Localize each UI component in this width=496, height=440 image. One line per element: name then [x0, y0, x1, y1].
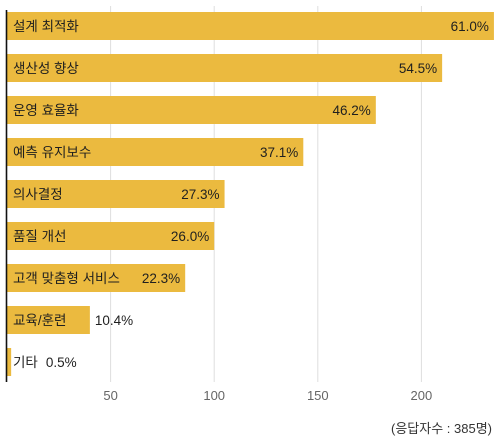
bar-4: [7, 138, 304, 166]
bar-labels: 설계 최적화 61.0% 생산성 향상 54.5% 운영 효율화 46.2% 예측 유지보수…: [13, 19, 489, 370]
value-label-1: 61.0%: [451, 19, 489, 34]
bar-1: [7, 12, 494, 40]
bar-6: [7, 222, 215, 250]
value-label-9: 0.5%: [46, 355, 77, 370]
value-label-2: 54.5%: [399, 61, 437, 76]
category-label-3: 운영 효율화: [13, 103, 79, 118]
respondent-count-note: (응답자수 : 385명): [391, 421, 492, 436]
value-label-6: 26.0%: [171, 229, 209, 244]
category-label-5: 의사결정: [13, 187, 63, 202]
bar-2: [7, 54, 443, 82]
bar-7: [7, 264, 186, 292]
value-label-8: 10.4%: [95, 313, 133, 328]
bar-8: [7, 306, 90, 334]
category-label-6: 품질 개선: [13, 229, 66, 244]
x-axis-tick-labels: 50 100 150 200: [103, 388, 432, 403]
bar-3: [7, 96, 376, 124]
category-label-4: 예측 유지보수: [13, 145, 91, 160]
x-tick-label-150: 150: [307, 388, 329, 403]
value-label-3: 46.2%: [333, 103, 371, 118]
category-label-2: 생산성 향상: [13, 61, 79, 76]
category-label-9: 기타: [13, 355, 38, 370]
value-label-5: 27.3%: [181, 187, 219, 202]
value-label-7: 22.3%: [142, 271, 180, 286]
x-tick-label-200: 200: [411, 388, 433, 403]
category-label-1: 설계 최적화: [13, 19, 79, 34]
x-tick-label-50: 50: [103, 388, 117, 403]
category-label-7: 고객 맞춤형 서비스: [13, 271, 120, 286]
bar-9: [7, 348, 12, 376]
bars: [7, 12, 494, 376]
category-label-8: 교육/훈련: [13, 313, 66, 328]
x-tick-label-100: 100: [203, 388, 225, 403]
bar-5: [7, 180, 225, 208]
value-label-4: 37.1%: [260, 145, 298, 160]
